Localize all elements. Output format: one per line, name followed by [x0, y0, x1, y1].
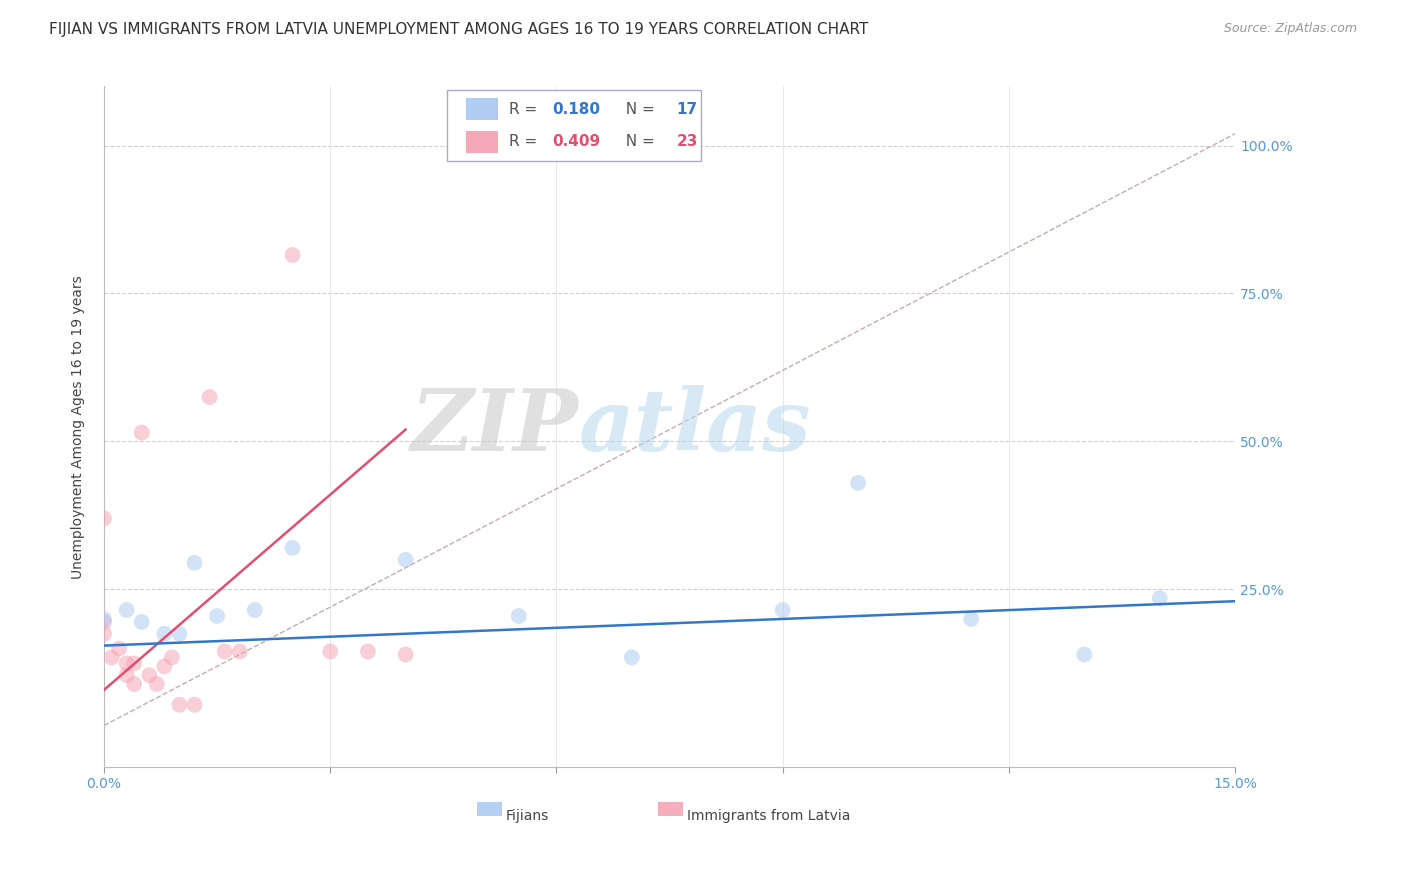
- Text: FIJIAN VS IMMIGRANTS FROM LATVIA UNEMPLOYMENT AMONG AGES 16 TO 19 YEARS CORRELAT: FIJIAN VS IMMIGRANTS FROM LATVIA UNEMPLO…: [49, 22, 869, 37]
- Text: Source: ZipAtlas.com: Source: ZipAtlas.com: [1223, 22, 1357, 36]
- Point: [108, 641, 131, 656]
- Point: [153, 626, 176, 640]
- Point: [115, 668, 138, 682]
- Point: [357, 644, 380, 658]
- Point: [319, 644, 342, 658]
- Point: [183, 556, 205, 570]
- Point: [620, 650, 643, 665]
- Point: [772, 603, 794, 617]
- Point: [93, 615, 115, 629]
- Point: [183, 698, 205, 712]
- Y-axis label: Unemployment Among Ages 16 to 19 years: Unemployment Among Ages 16 to 19 years: [72, 275, 86, 579]
- Text: 23: 23: [676, 134, 697, 149]
- Point: [205, 609, 228, 624]
- Point: [846, 475, 869, 490]
- Point: [198, 390, 221, 404]
- FancyBboxPatch shape: [447, 90, 702, 161]
- Point: [93, 612, 115, 626]
- Bar: [477, 802, 502, 816]
- Point: [169, 698, 191, 712]
- Point: [1073, 648, 1095, 662]
- Text: R =: R =: [509, 134, 543, 149]
- Point: [93, 626, 115, 640]
- Point: [1149, 591, 1171, 606]
- Text: atlas: atlas: [579, 384, 811, 468]
- Point: [93, 511, 115, 525]
- Point: [960, 612, 983, 626]
- Point: [122, 657, 145, 671]
- Text: N =: N =: [616, 102, 659, 117]
- Point: [169, 626, 191, 640]
- Point: [100, 650, 122, 665]
- Point: [508, 609, 530, 624]
- Text: N =: N =: [616, 134, 659, 149]
- Point: [394, 553, 416, 567]
- Bar: [465, 131, 498, 153]
- Point: [153, 659, 176, 673]
- Point: [131, 615, 153, 629]
- Point: [281, 541, 304, 555]
- Point: [146, 677, 169, 691]
- Text: R =: R =: [509, 102, 543, 117]
- Bar: [658, 802, 683, 816]
- Point: [115, 603, 138, 617]
- Point: [394, 648, 416, 662]
- Point: [214, 644, 236, 658]
- Text: Fijians: Fijians: [506, 809, 548, 823]
- Text: ZIP: ZIP: [411, 384, 579, 468]
- Point: [115, 657, 138, 671]
- Point: [228, 644, 250, 658]
- Text: Immigrants from Latvia: Immigrants from Latvia: [686, 809, 849, 823]
- Text: 17: 17: [676, 102, 697, 117]
- Point: [122, 677, 145, 691]
- Point: [131, 425, 153, 440]
- Bar: [465, 98, 498, 120]
- Text: 0.409: 0.409: [553, 134, 600, 149]
- Point: [160, 650, 183, 665]
- Point: [281, 248, 304, 262]
- Text: 0.180: 0.180: [553, 102, 600, 117]
- Point: [243, 603, 266, 617]
- Point: [138, 668, 160, 682]
